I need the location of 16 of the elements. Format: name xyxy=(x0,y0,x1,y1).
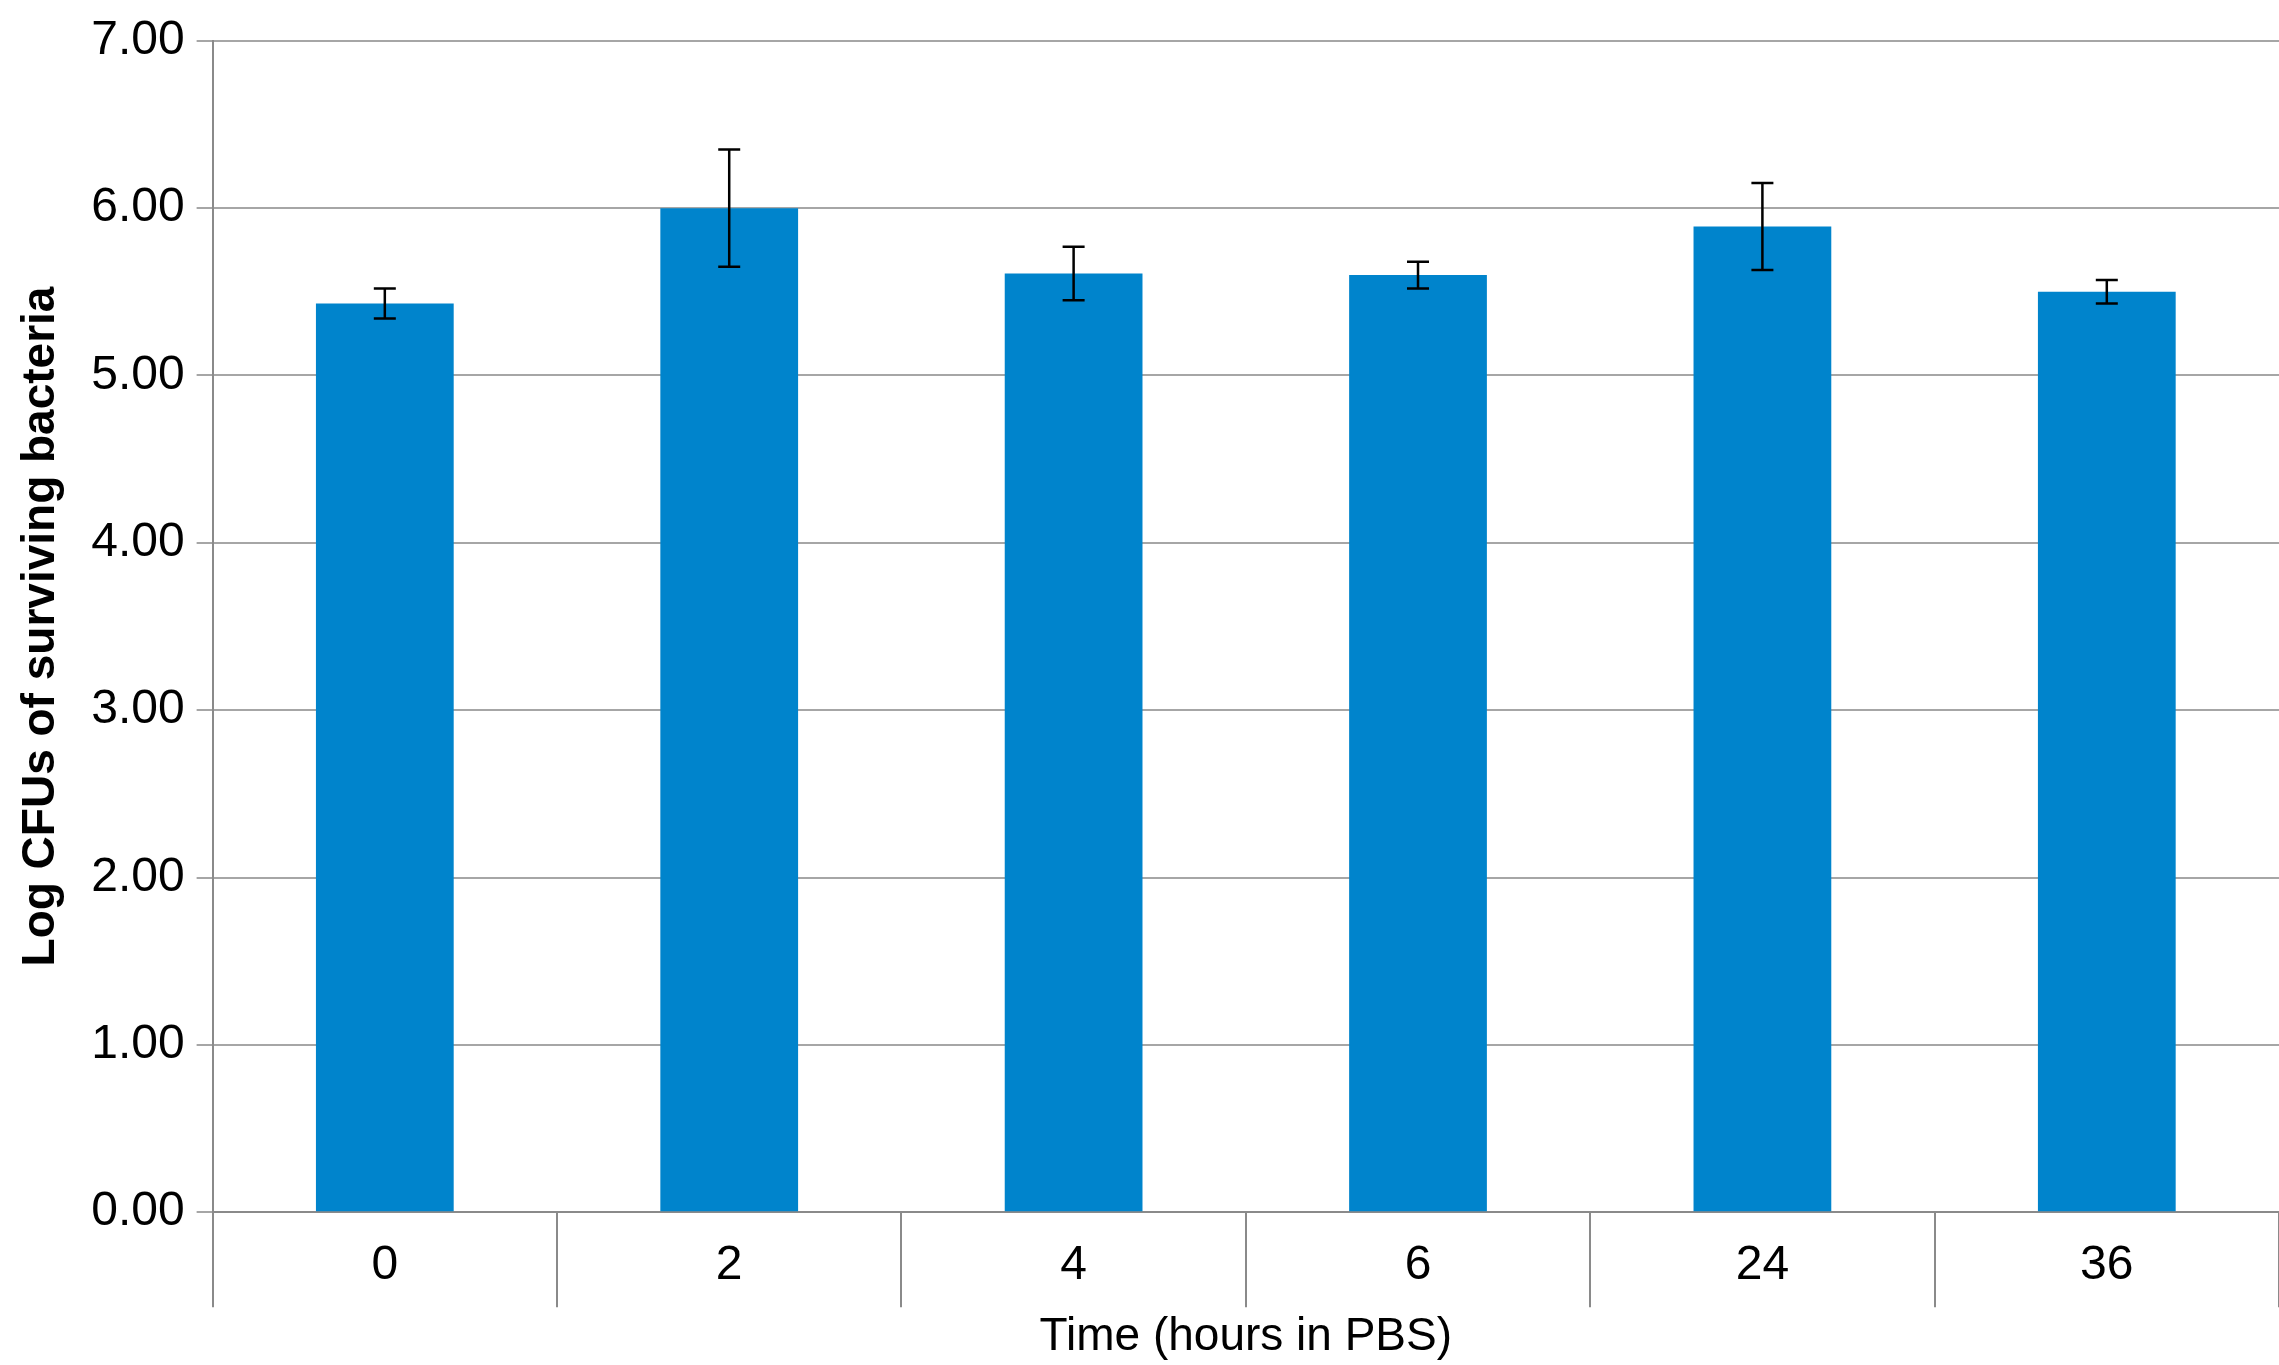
x-tick-label: 6 xyxy=(1404,1236,1432,1290)
y-tick-label: 4.00 xyxy=(91,513,185,567)
y-axis-title: Log CFUs of surviving bacteria xyxy=(12,286,65,967)
y-tick-label: 0.00 xyxy=(91,1182,185,1236)
x-tick-label: 4 xyxy=(1060,1236,1087,1290)
y-tick-label: 5.00 xyxy=(91,345,185,399)
x-tick-label: 24 xyxy=(1735,1236,1790,1290)
x-tick-label: 36 xyxy=(2080,1236,2134,1290)
x-axis-title: Time (hours in PBS) xyxy=(1039,1308,1453,1361)
y-tick-label: 7.00 xyxy=(91,11,185,65)
y-tick-label: 3.00 xyxy=(91,680,185,734)
y-tick-label: 6.00 xyxy=(91,178,185,232)
x-tick-label: 2 xyxy=(715,1236,743,1290)
y-tick-label: 2.00 xyxy=(91,847,185,901)
y-tick-label: 1.00 xyxy=(91,1015,185,1069)
x-tick-label: 0 xyxy=(371,1236,399,1290)
